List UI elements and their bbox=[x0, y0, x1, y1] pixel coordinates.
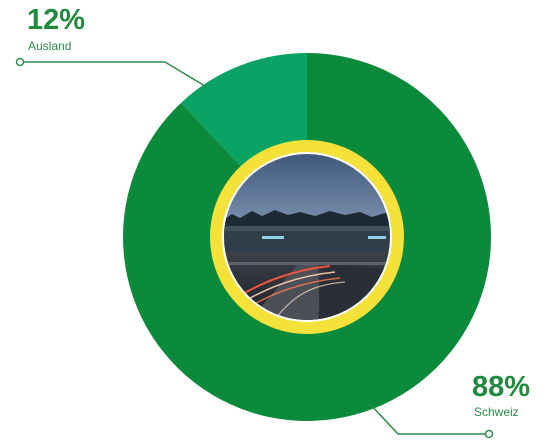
category-label-ausland: Ausland bbox=[28, 39, 72, 53]
category-label-schweiz: Schweiz bbox=[474, 405, 519, 419]
value-label-ausland: 12% bbox=[27, 4, 86, 36]
value-label-schweiz: 88% bbox=[472, 371, 531, 403]
center-photo bbox=[224, 154, 390, 320]
connector-ausland bbox=[15, 57, 206, 87]
connector-schweiz bbox=[369, 403, 494, 439]
